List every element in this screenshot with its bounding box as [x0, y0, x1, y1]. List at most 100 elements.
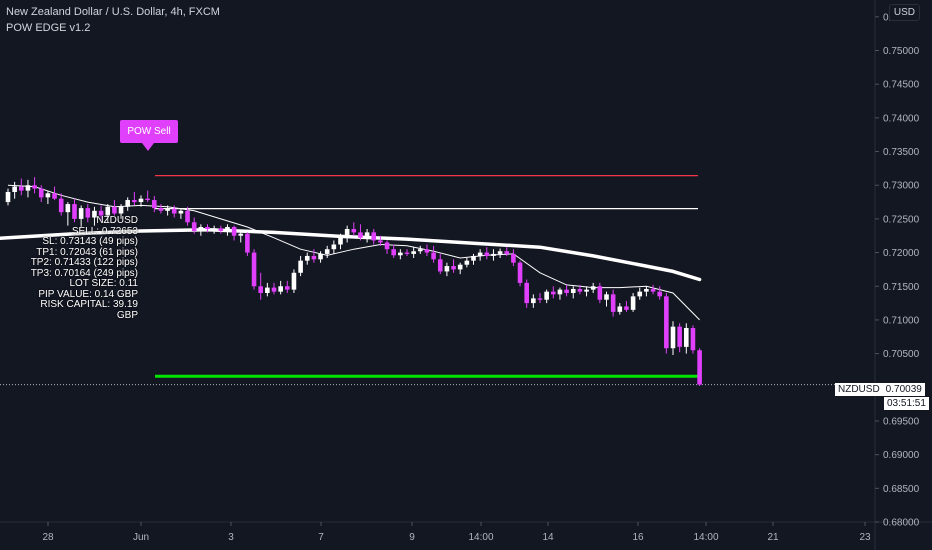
candle-body	[670, 326, 676, 349]
candle-body	[491, 253, 496, 256]
candle-body	[404, 252, 410, 254]
candle-body	[225, 226, 230, 232]
candle-body	[58, 198, 64, 213]
candle-body	[45, 193, 51, 198]
candle-body	[165, 208, 170, 211]
candle-body	[351, 229, 357, 233]
price-axis-label: 0.69500	[883, 416, 920, 427]
candle-body	[371, 232, 377, 241]
candle-body	[105, 206, 111, 216]
candle-body	[484, 252, 490, 256]
candle-body	[358, 232, 363, 238]
price-tag-symbol: NZDUSD	[835, 383, 883, 396]
candle-body	[298, 260, 303, 273]
time-axis-label: 14:00	[693, 532, 718, 543]
last-price-tag: NZDUSD 0.70039	[835, 383, 925, 396]
candle-body	[278, 286, 283, 292]
candle-body	[311, 255, 317, 260]
time-axis-label: Jun	[133, 532, 149, 543]
candle-body	[584, 289, 589, 292]
candle-body	[624, 306, 629, 310]
candle-body	[504, 251, 510, 254]
candle-body	[630, 296, 636, 310]
candle-body	[444, 266, 450, 272]
candle-body	[285, 286, 290, 290]
price-axis-label: 0.74000	[883, 113, 920, 124]
candle-body	[178, 210, 184, 214]
candle-body	[112, 206, 117, 214]
price-axis-label: 0.75000	[883, 46, 920, 57]
candle-body	[304, 255, 310, 261]
candle-body	[590, 286, 596, 290]
time-axis-label: 14:00	[468, 532, 493, 543]
candle-body	[72, 204, 77, 219]
candle-body	[564, 289, 569, 293]
time-axis-label: 28	[42, 532, 54, 543]
candle-body	[464, 260, 470, 265]
candle-body	[5, 191, 11, 203]
signal-stat-line: LOT SIZE: 0.11	[69, 278, 138, 289]
candle-body	[411, 251, 416, 254]
candle-body	[92, 210, 97, 218]
chart-title: New Zealand Dollar / U.S. Dollar, 4h, FX…	[6, 6, 220, 18]
signal-stat-line: RISK CAPITAL: 39.19 GBP	[40, 299, 138, 321]
bar-countdown: 03:51:51	[884, 397, 929, 410]
candle-body	[557, 289, 563, 295]
time-axis-label: 9	[409, 532, 415, 543]
candle-body	[138, 198, 144, 203]
candle-body	[617, 306, 623, 312]
candle-body	[471, 255, 476, 261]
candle-body	[271, 287, 277, 292]
price-axis-label: 0.68000	[883, 518, 920, 529]
signal-stat-line: SL: 0.73143 (49 pips)	[42, 236, 138, 247]
candle-body	[25, 185, 31, 191]
candle-body	[570, 288, 576, 293]
candle-body	[185, 210, 190, 223]
candle-body	[677, 326, 682, 347]
fast-moving-average	[7, 184, 700, 321]
candle-body	[424, 249, 430, 253]
candle-body	[391, 249, 396, 256]
candle-body	[125, 200, 130, 207]
candle-body	[610, 294, 616, 312]
candle-body	[78, 208, 84, 219]
time-axis-label: 21	[767, 532, 779, 543]
candle-body	[384, 242, 390, 250]
candle-body	[524, 282, 529, 304]
candle-body	[158, 208, 164, 211]
candle-body	[118, 206, 124, 214]
candle-body	[378, 240, 383, 243]
candle-body	[19, 186, 24, 191]
candle-body	[664, 296, 669, 349]
price-axis-label: 0.73000	[883, 181, 920, 192]
candle-body	[65, 204, 71, 213]
candle-body	[451, 266, 456, 270]
candle-body	[52, 193, 57, 199]
candle-body	[211, 228, 217, 230]
price-axis-label: 0.69000	[883, 450, 920, 461]
candle-body	[684, 328, 689, 347]
indicator-label[interactable]: POW EDGE v1.2	[6, 22, 91, 34]
candle-body	[324, 249, 330, 254]
candle-body	[245, 233, 250, 253]
candle-body	[205, 226, 210, 230]
candle-body	[437, 259, 443, 272]
time-axis-label: 23	[859, 532, 871, 543]
time-axis-label: 16	[632, 532, 644, 543]
candle-body	[457, 264, 463, 270]
candle-body	[132, 200, 137, 203]
price-axis-label: 0.72500	[883, 214, 920, 225]
candle-body	[637, 291, 643, 297]
time-axis-label: 14	[542, 532, 554, 543]
candle-body	[38, 188, 44, 198]
signal-stat-line: TP2: 0.71433 (122 pips)	[30, 257, 138, 268]
currency-button[interactable]: USD	[888, 4, 920, 21]
candle-body	[265, 287, 270, 293]
candle-body	[511, 253, 516, 263]
candle-body	[331, 244, 337, 250]
candle-body	[152, 200, 157, 209]
candle-body	[338, 237, 343, 245]
candle-body	[318, 253, 323, 260]
candle-body	[344, 229, 350, 238]
